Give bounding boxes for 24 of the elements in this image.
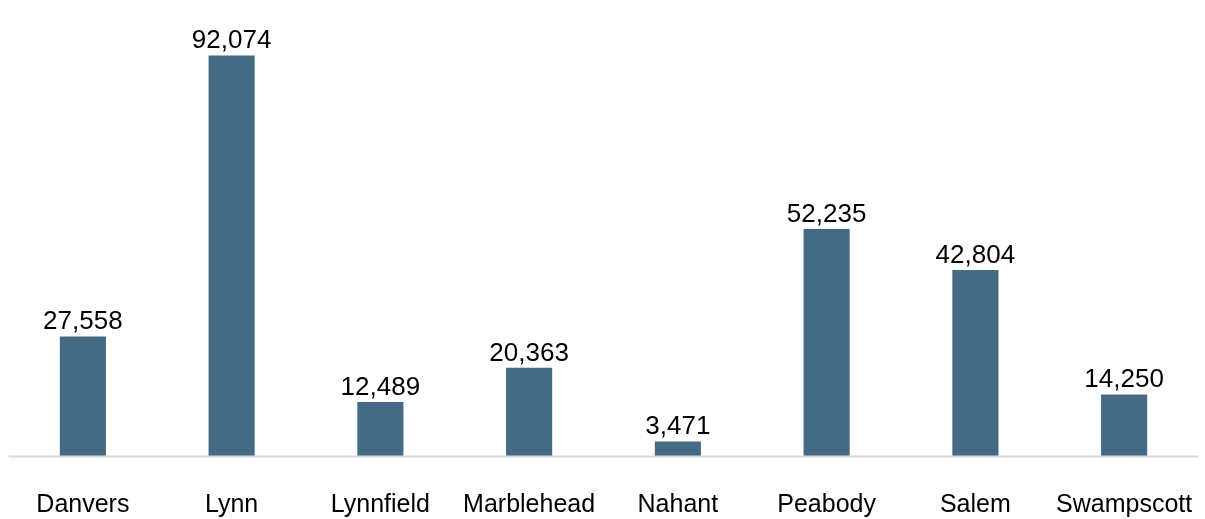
bar [506, 367, 553, 457]
x-tick-label: Salem [939, 488, 1011, 517]
x-tick-label: Lynnfield [330, 488, 430, 517]
data-label: 27,558 [43, 305, 123, 336]
data-label: 52,235 [786, 197, 867, 228]
data-label: 12,489 [340, 371, 421, 402]
x-tick-label: Danvers [36, 488, 130, 517]
bar [59, 336, 106, 457]
data-label: 42,804 [935, 239, 1016, 270]
x-tick-label: Lynn [204, 488, 259, 517]
x-tick-label: Peabody [777, 488, 877, 517]
bar [803, 228, 850, 457]
bar [208, 55, 255, 457]
data-label: 14,250 [1084, 363, 1164, 394]
data-label: 3,471 [645, 410, 711, 441]
bar [952, 270, 999, 457]
x-tick-label: Swampscott [1056, 488, 1193, 517]
bar [654, 441, 701, 457]
data-label: 20,363 [489, 336, 569, 367]
bar [357, 402, 404, 457]
bar [1101, 394, 1148, 457]
x-tick-label: Marblehead [463, 488, 596, 517]
x-tick-label: Nahant [637, 488, 719, 517]
data-label: 92,074 [191, 24, 272, 55]
